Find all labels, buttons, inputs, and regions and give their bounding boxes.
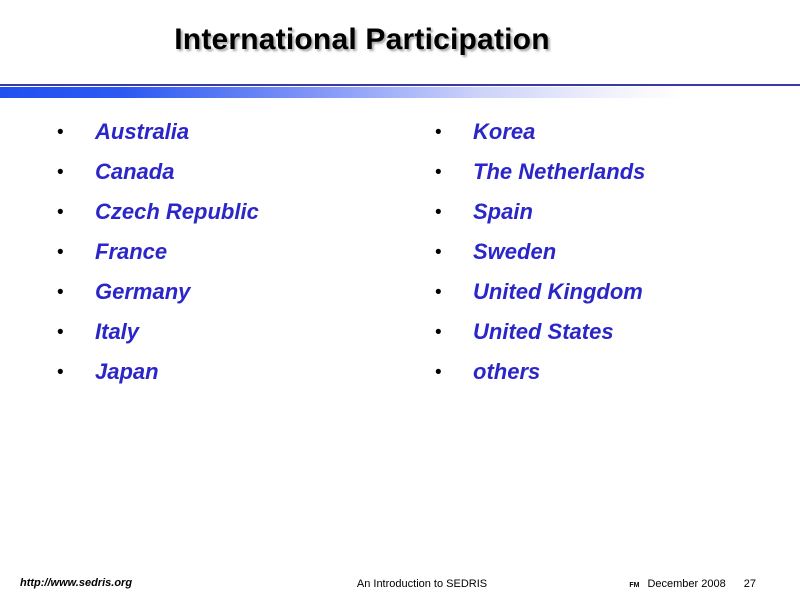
bullet-icon: • (57, 321, 64, 343)
country-label: Czech Republic (95, 199, 259, 224)
divider-gradient-bar (0, 87, 683, 98)
list-item: • Czech Republic (57, 192, 259, 232)
country-label: Korea (473, 119, 536, 144)
list-item: • United States (435, 312, 645, 352)
footer-right-group: FM December 2008 27 (629, 578, 756, 590)
country-label: France (95, 239, 168, 264)
bullet-icon: • (57, 161, 64, 183)
country-label: Sweden (473, 239, 557, 264)
footer-url: http://www.sedris.org (20, 577, 133, 589)
bullet-icon: • (57, 241, 64, 263)
list-item: • Australia (57, 112, 259, 152)
bullet-icon: • (57, 281, 64, 303)
list-item: • Italy (57, 312, 259, 352)
country-label: Germany (95, 279, 191, 304)
bullet-icon: • (57, 201, 64, 223)
country-label: United States (473, 319, 614, 344)
list-item: • United Kingdom (435, 272, 645, 312)
list-item: • Germany (57, 272, 259, 312)
country-label: The Netherlands (473, 159, 646, 184)
footer-page-number: 27 (743, 578, 756, 590)
bullet-icon: • (435, 121, 442, 143)
country-label: United Kingdom (473, 279, 643, 304)
list-item: • Korea (435, 112, 645, 152)
bullet-icon: • (435, 201, 442, 223)
country-label: others (473, 359, 541, 384)
country-label: Italy (95, 319, 140, 344)
footer-mark: FM (629, 582, 640, 589)
country-label: Japan (95, 359, 159, 384)
bullet-icon: • (57, 361, 64, 383)
divider-line (0, 84, 800, 86)
country-label: Australia (95, 119, 190, 144)
list-item: • Spain (435, 192, 645, 232)
bullet-columns: • Australia • Canada • Czech Republic • France •… (0, 112, 800, 402)
footer-date: December 2008 (647, 578, 726, 590)
country-label: Canada (95, 159, 175, 184)
list-item: • Sweden (435, 232, 645, 272)
bullet-icon: • (57, 121, 64, 143)
bullet-icon: • (435, 321, 442, 343)
bullet-list-left: • Australia • Canada • Czech Republic • France •… (57, 112, 259, 392)
slide-title: International Participation (174, 23, 550, 56)
country-label: Spain (473, 199, 533, 224)
list-item: • others (435, 352, 645, 392)
bullet-list-right: • Korea • The Netherlands • Spain • Sweden • Unit… (435, 112, 645, 392)
list-item: • The Netherlands (435, 152, 645, 192)
bullet-icon: • (435, 361, 442, 383)
bullet-icon: • (435, 161, 442, 183)
footer-deck-title: An Introduction to SEDRIS (356, 578, 488, 590)
list-item: • France (57, 232, 259, 272)
list-item: • Canada (57, 152, 259, 192)
bullet-icon: • (435, 281, 442, 303)
bullet-icon: • (435, 241, 442, 263)
list-item: • Japan (57, 352, 259, 392)
